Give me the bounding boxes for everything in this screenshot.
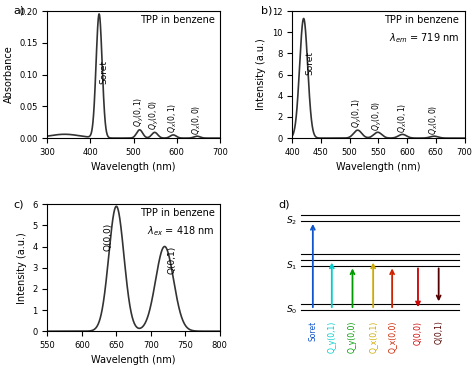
Text: Q_y(0,0): Q_y(0,0) — [348, 321, 357, 353]
Text: Q_x(0,0): Q_x(0,0) — [388, 321, 397, 353]
Text: $\lambda_{ex}$ = 418 nm: $\lambda_{ex}$ = 418 nm — [147, 224, 215, 238]
Text: TPP in benzene: TPP in benzene — [140, 208, 215, 218]
Text: Soret: Soret — [100, 60, 109, 84]
Text: Q(0,1): Q(0,1) — [168, 246, 177, 274]
Text: c): c) — [13, 199, 23, 209]
Text: $Q_x(0,0)$: $Q_x(0,0)$ — [428, 105, 440, 135]
Text: Q_y(0,1): Q_y(0,1) — [328, 321, 336, 353]
Text: b): b) — [261, 6, 273, 16]
Text: $\lambda_{em}$ = 719 nm: $\lambda_{em}$ = 719 nm — [389, 31, 459, 45]
Text: Q(0,0): Q(0,0) — [413, 321, 422, 344]
Y-axis label: Intensity (a.u.): Intensity (a.u.) — [17, 232, 27, 304]
Y-axis label: Intensity (a.u.): Intensity (a.u.) — [256, 39, 266, 110]
Text: d): d) — [278, 199, 290, 209]
Text: $S_0$: $S_0$ — [286, 304, 297, 316]
Text: $Q_y(0,1)$: $Q_y(0,1)$ — [351, 98, 364, 128]
Text: $Q_x(0,1)$: $Q_x(0,1)$ — [167, 103, 180, 133]
Text: $Q_x(0,0)$: $Q_x(0,0)$ — [191, 105, 203, 135]
Text: $S_1$: $S_1$ — [286, 259, 297, 272]
X-axis label: Wavelength (nm): Wavelength (nm) — [91, 355, 176, 365]
X-axis label: Wavelength (nm): Wavelength (nm) — [336, 162, 420, 172]
Text: $S_2$: $S_2$ — [286, 215, 297, 227]
Text: Soret: Soret — [305, 50, 314, 75]
Y-axis label: Absorbance: Absorbance — [4, 46, 14, 103]
Text: TPP in benzene: TPP in benzene — [140, 15, 215, 25]
Text: a): a) — [13, 6, 24, 16]
Text: $Q_y(0,0)$: $Q_y(0,0)$ — [148, 100, 161, 131]
Text: Q_x(0,1): Q_x(0,1) — [369, 321, 378, 353]
X-axis label: Wavelength (nm): Wavelength (nm) — [91, 162, 176, 172]
Text: $Q_x(0,1)$: $Q_x(0,1)$ — [396, 103, 409, 133]
Text: Q(0,0): Q(0,0) — [104, 223, 112, 251]
Text: $Q_y(0,0)$: $Q_y(0,0)$ — [371, 100, 384, 131]
Text: TPP in benzene: TPP in benzene — [384, 15, 459, 25]
Text: Soret: Soret — [309, 321, 317, 341]
Text: Q(0,1): Q(0,1) — [434, 321, 443, 344]
Text: $Q_y(0,1)$: $Q_y(0,1)$ — [133, 97, 146, 127]
